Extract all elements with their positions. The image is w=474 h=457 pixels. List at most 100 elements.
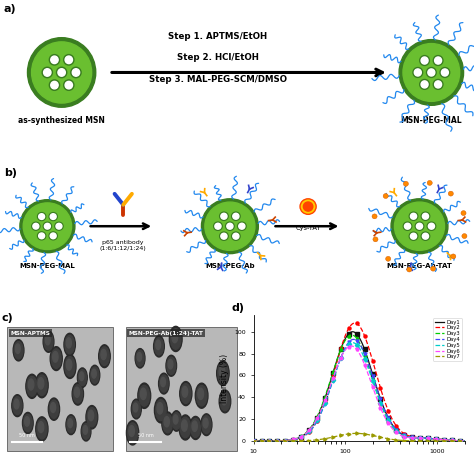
Circle shape — [403, 222, 412, 230]
Circle shape — [155, 338, 164, 355]
Day7 — [319, 436, 325, 442]
Circle shape — [49, 232, 57, 240]
Circle shape — [420, 80, 429, 90]
Circle shape — [221, 394, 227, 405]
Day6 — [319, 404, 325, 409]
Circle shape — [180, 382, 192, 406]
Circle shape — [64, 355, 76, 378]
Day3 — [462, 438, 467, 444]
Day2 — [352, 320, 358, 326]
Circle shape — [15, 344, 20, 353]
FancyBboxPatch shape — [126, 327, 237, 451]
Circle shape — [201, 414, 212, 436]
Circle shape — [73, 385, 82, 403]
Day3 — [349, 332, 355, 338]
Y-axis label: Intensity (%): Intensity (%) — [220, 354, 229, 403]
Circle shape — [27, 377, 37, 396]
Day6 — [251, 438, 256, 444]
Text: d): d) — [231, 303, 244, 313]
Day4 — [276, 438, 282, 444]
Circle shape — [49, 213, 57, 221]
Day7 — [334, 433, 340, 439]
Circle shape — [428, 223, 435, 229]
Circle shape — [39, 233, 45, 239]
Circle shape — [448, 191, 453, 196]
FancyBboxPatch shape — [8, 327, 113, 451]
Circle shape — [221, 233, 227, 239]
Line: Day6: Day6 — [254, 346, 465, 441]
Circle shape — [49, 54, 60, 65]
Circle shape — [155, 400, 166, 420]
Circle shape — [23, 203, 72, 250]
Circle shape — [79, 372, 84, 381]
Day5 — [384, 414, 390, 420]
Circle shape — [162, 412, 173, 435]
Circle shape — [82, 424, 90, 439]
Day2 — [384, 404, 390, 410]
Day3 — [276, 438, 282, 444]
Circle shape — [409, 212, 418, 220]
Circle shape — [50, 214, 56, 219]
Circle shape — [205, 202, 255, 250]
Circle shape — [451, 254, 456, 259]
Circle shape — [36, 375, 47, 395]
Circle shape — [428, 69, 435, 76]
Circle shape — [171, 411, 182, 431]
Circle shape — [198, 388, 203, 399]
Circle shape — [219, 212, 228, 220]
Day1 — [251, 438, 256, 444]
Circle shape — [14, 399, 19, 409]
Text: Step 1. APTMS/EtOH: Step 1. APTMS/EtOH — [168, 32, 268, 41]
Day6 — [348, 343, 354, 349]
Circle shape — [131, 399, 141, 419]
Circle shape — [13, 340, 24, 361]
Circle shape — [172, 331, 178, 343]
Circle shape — [43, 222, 52, 230]
Circle shape — [190, 416, 201, 440]
Circle shape — [45, 223, 50, 229]
Day3 — [334, 356, 340, 362]
Circle shape — [71, 67, 81, 78]
Circle shape — [433, 80, 443, 90]
Circle shape — [37, 213, 46, 221]
Circle shape — [42, 67, 53, 78]
Text: MSN-PEG-Ab-TAT: MSN-PEG-Ab-TAT — [387, 263, 452, 269]
Circle shape — [65, 56, 73, 64]
Circle shape — [28, 379, 34, 390]
Circle shape — [66, 338, 72, 348]
Line: Day7: Day7 — [254, 433, 465, 441]
Circle shape — [196, 385, 207, 406]
Circle shape — [422, 233, 428, 239]
Day7 — [276, 438, 282, 444]
Legend: Day1, Day2, Day3, Day4, Day5, Day6, Day7: Day1, Day2, Day3, Day4, Day5, Day6, Day7 — [433, 318, 462, 361]
Circle shape — [49, 80, 60, 90]
Day7 — [403, 438, 409, 443]
Circle shape — [191, 419, 201, 437]
Circle shape — [171, 329, 181, 349]
Circle shape — [182, 386, 188, 397]
Day4 — [384, 412, 390, 418]
Circle shape — [64, 54, 74, 65]
Day4 — [319, 408, 325, 413]
Circle shape — [137, 352, 142, 361]
Circle shape — [139, 385, 149, 406]
Circle shape — [13, 397, 22, 414]
Circle shape — [427, 222, 436, 230]
Circle shape — [215, 223, 221, 229]
Text: c): c) — [2, 313, 14, 323]
Circle shape — [36, 417, 48, 441]
Circle shape — [218, 363, 228, 383]
Day5 — [405, 434, 410, 440]
Circle shape — [404, 223, 410, 229]
Day2 — [462, 438, 467, 444]
Circle shape — [232, 232, 240, 240]
Day4 — [351, 337, 356, 342]
Circle shape — [36, 373, 48, 398]
Circle shape — [164, 416, 169, 427]
Circle shape — [233, 213, 239, 219]
Circle shape — [427, 181, 432, 186]
Circle shape — [214, 222, 222, 230]
Circle shape — [154, 336, 164, 357]
Day3 — [405, 434, 410, 440]
Circle shape — [51, 56, 58, 64]
